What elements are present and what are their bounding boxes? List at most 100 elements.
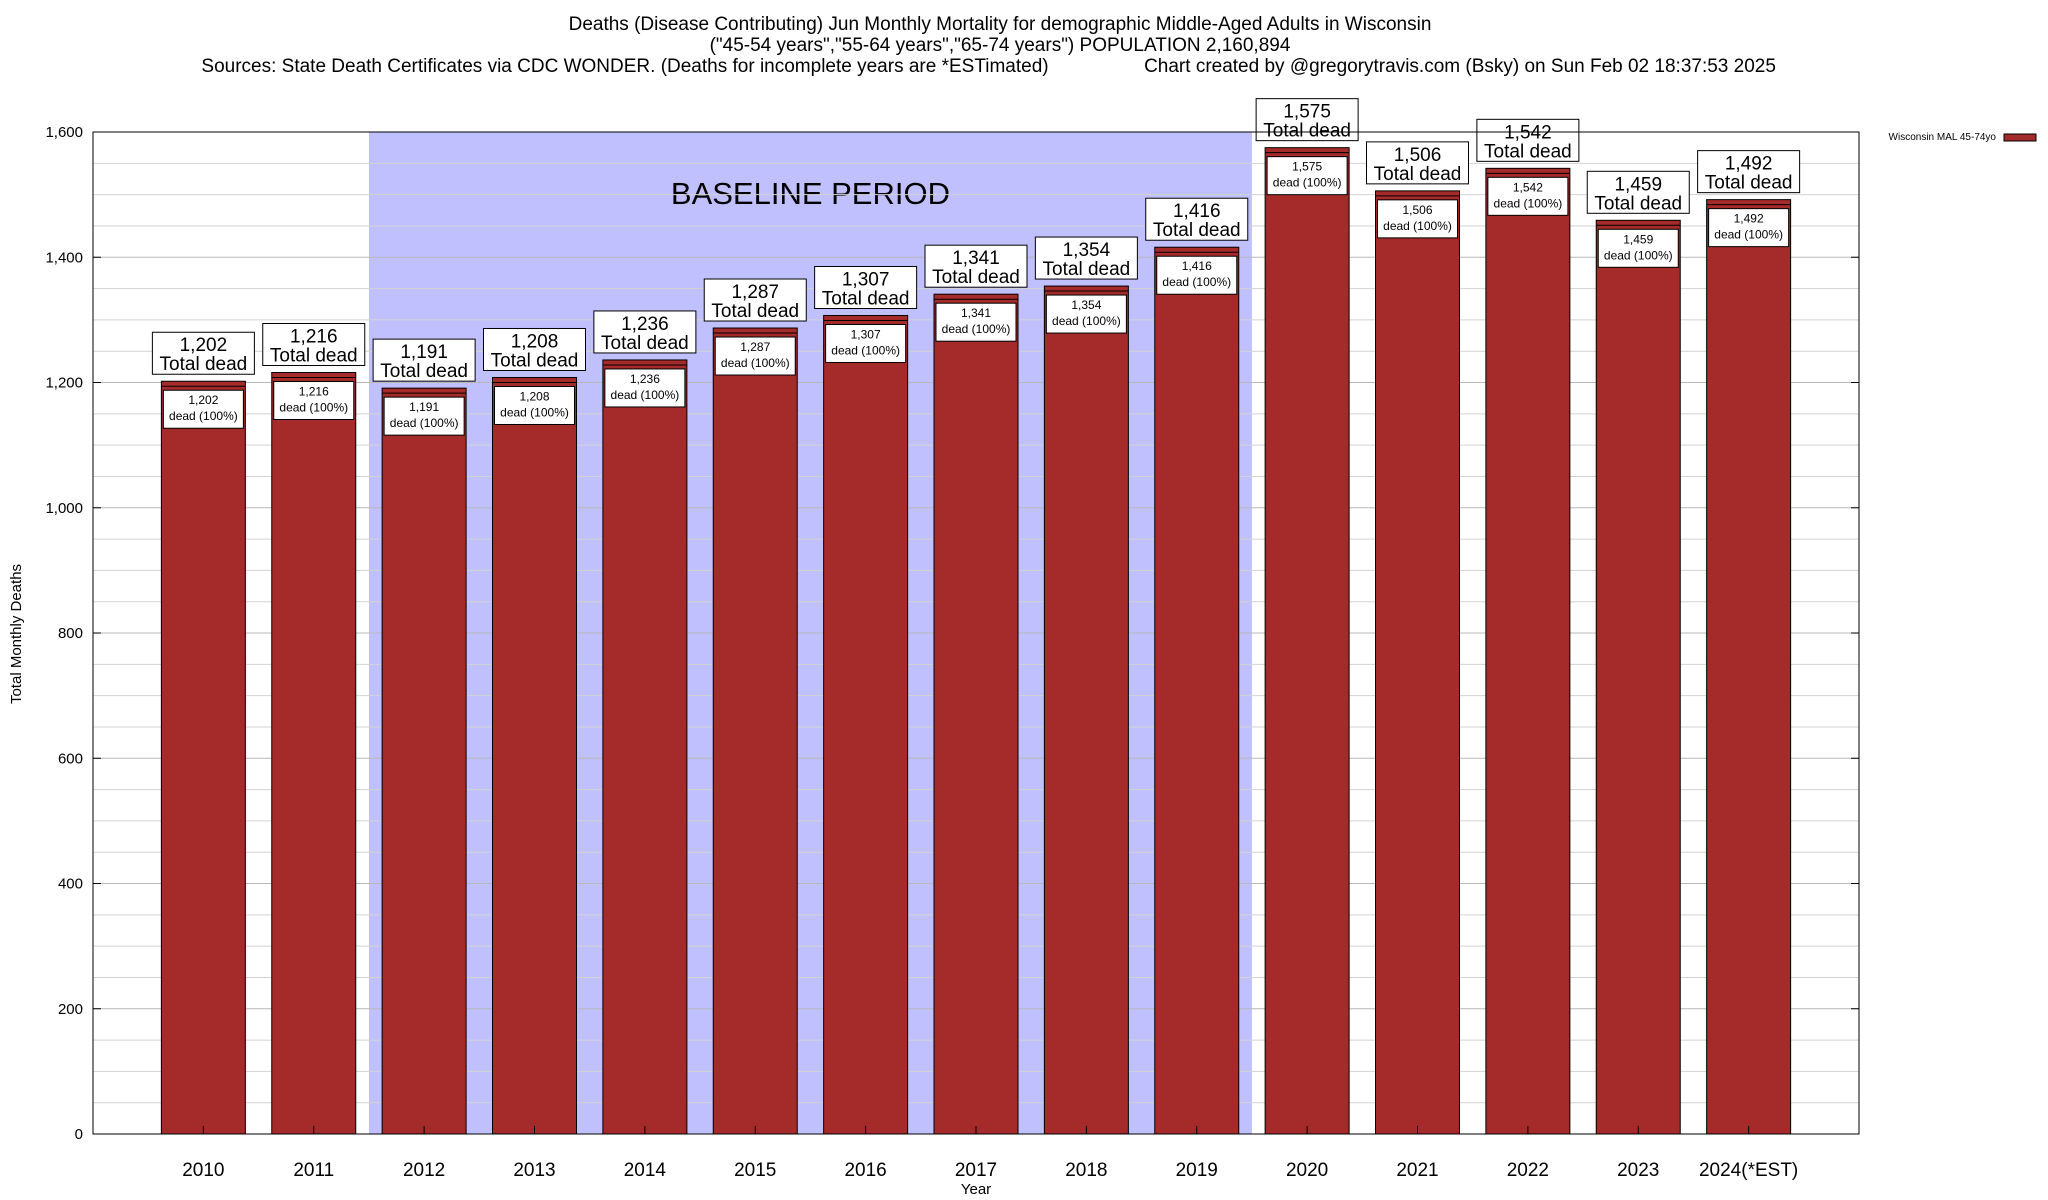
top-label-suffix: Total dead [1484, 141, 1572, 162]
x-tick-label: 2023 [1617, 1160, 1659, 1181]
inner-label-box [1597, 228, 1679, 268]
x-tick-label: 2011 [293, 1160, 334, 1181]
inner-label-suffix: dead (100%) [1714, 228, 1783, 242]
chart-sources: Sources: State Death Certificates via CD… [201, 56, 1048, 77]
inner-label-box [825, 323, 907, 363]
inner-label-suffix: dead (100%) [942, 322, 1011, 336]
top-label-suffix: Total dead [380, 361, 468, 382]
legend: Wisconsin MAL 45-74yo [1889, 132, 2037, 143]
top-label-box [1586, 170, 1690, 214]
top-label-suffix: Total dead [822, 288, 910, 309]
x-tick-label: 2014 [624, 1160, 667, 1181]
top-label-suffix: Total dead [1594, 193, 1682, 214]
inner-label-value: 1,216 [299, 384, 329, 398]
bar [933, 293, 1019, 1135]
bar [160, 380, 246, 1135]
top-label-suffix: Total dead [160, 354, 248, 375]
x-tick-label: 2024(*EST) [1699, 1160, 1798, 1181]
top-label-value: 1,208 [511, 331, 559, 352]
inner-label-box [1708, 208, 1790, 248]
top-label-value: 1,416 [1173, 201, 1221, 222]
inner-label-suffix: dead (100%) [831, 343, 900, 357]
bar [271, 371, 357, 1135]
top-label-box [372, 338, 476, 382]
bar [381, 387, 467, 1135]
x-tick-label: 2018 [1065, 1160, 1107, 1181]
inner-label-value: 1,492 [1734, 212, 1764, 226]
top-label-value: 1,236 [621, 314, 669, 335]
inner-label-value: 1,542 [1513, 180, 1543, 194]
top-label-value: 1,506 [1394, 145, 1442, 166]
y-tick-label: 1,600 [45, 124, 83, 141]
top-label-suffix: Total dead [711, 301, 799, 322]
inner-label-value: 1,236 [630, 372, 660, 386]
inner-label-suffix: dead (100%) [390, 416, 459, 430]
top-label-suffix: Total dead [932, 267, 1020, 288]
x-tick-label: 2015 [734, 1160, 776, 1181]
bar [712, 327, 798, 1135]
top-label-box [1697, 150, 1801, 194]
chart-title-line2: ("45-54 years","55-64 years","65-74 year… [710, 35, 1291, 56]
plot-area: BASELINE PERIOD 0 200 400 600 800 1,000 1,200 1,… [45, 98, 1860, 1181]
x-tick-label: 2017 [955, 1160, 997, 1181]
x-tick-label: 2021 [1396, 1160, 1438, 1181]
inner-label-suffix: dead (100%) [500, 405, 569, 419]
top-label-value: 1,341 [952, 248, 1000, 269]
legend-label: Wisconsin MAL 45-74yo [1889, 132, 1997, 143]
top-label-value: 1,575 [1283, 102, 1331, 123]
inner-label-value: 1,287 [740, 340, 770, 354]
baseline-period-label: BASELINE PERIOD [671, 176, 950, 211]
y-tick-label: 600 [58, 750, 83, 767]
top-label-value: 1,287 [731, 282, 779, 303]
bar [823, 314, 909, 1135]
top-label-suffix: Total dead [601, 333, 689, 354]
inner-label-suffix: dead (100%) [721, 356, 790, 370]
x-tick-label: 2012 [403, 1160, 445, 1181]
top-label-box [1034, 236, 1138, 280]
top-label-box [1145, 197, 1249, 241]
top-label-suffix: Total dead [270, 345, 358, 366]
bar [1706, 199, 1792, 1135]
inner-label-suffix: dead (100%) [169, 409, 238, 423]
inner-label-suffix: dead (100%) [1162, 275, 1231, 289]
y-tick-label: 1,000 [45, 500, 83, 517]
legend-swatch [2003, 133, 2037, 142]
inner-label-suffix: dead (100%) [1383, 219, 1452, 233]
y-tick-label: 1,200 [45, 375, 83, 392]
inner-label-suffix: dead (100%) [1494, 196, 1563, 210]
inner-label-box [1487, 176, 1569, 216]
top-label-suffix: Total dead [491, 350, 579, 371]
top-label-value: 1,354 [1063, 240, 1111, 261]
inner-label-suffix: dead (100%) [1052, 314, 1121, 328]
top-label-suffix: Total dead [1043, 259, 1131, 280]
inner-label-box [162, 389, 244, 429]
x-tick-label: 2013 [513, 1160, 555, 1181]
inner-label-suffix: dead (100%) [611, 388, 680, 402]
top-label-value: 1,542 [1504, 122, 1552, 143]
bar [602, 359, 688, 1135]
top-label-box [483, 327, 586, 371]
y-tick-label: 1,400 [45, 249, 83, 266]
inner-label-value: 1,307 [851, 327, 881, 341]
inner-label-suffix: dead (100%) [279, 400, 348, 414]
y-tick-label: 400 [58, 876, 83, 893]
inner-label-suffix: dead (100%) [1604, 248, 1673, 262]
x-axis-label: Year [961, 1181, 991, 1198]
inner-label-box [1266, 156, 1348, 196]
top-label-value: 1,216 [290, 326, 338, 347]
top-label-box [1476, 118, 1580, 162]
inner-label-box [1377, 199, 1458, 239]
x-tick-label: 2010 [182, 1160, 224, 1181]
inner-label-box [1156, 255, 1238, 295]
top-label-box [1255, 98, 1359, 142]
bar [1264, 147, 1350, 1135]
inner-label-value: 1,506 [1402, 203, 1432, 217]
x-tick-label: 2016 [844, 1160, 886, 1181]
inner-label-value: 1,459 [1623, 232, 1653, 246]
top-label-value: 1,492 [1725, 154, 1773, 175]
inner-label-box [383, 396, 465, 436]
top-label-suffix: Total dead [1705, 173, 1793, 194]
inner-label-box [1045, 294, 1127, 334]
top-label-box [1366, 141, 1469, 185]
inner-label-value: 1,354 [1071, 298, 1101, 312]
